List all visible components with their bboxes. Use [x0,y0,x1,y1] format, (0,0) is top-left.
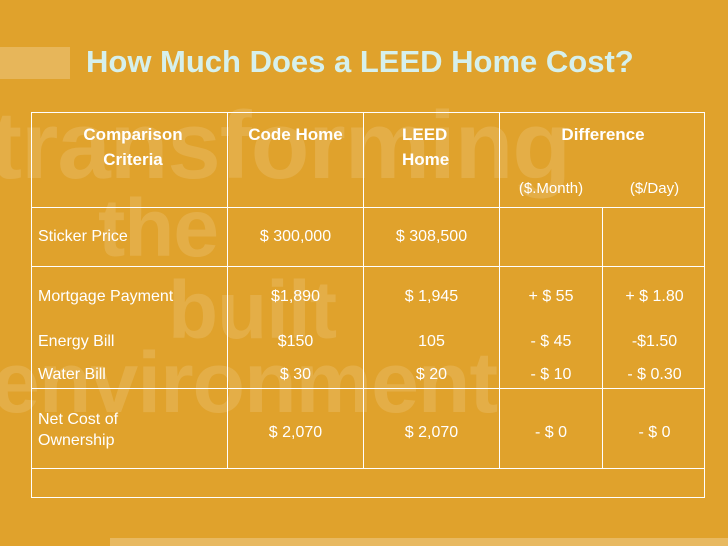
diff-month-value: - $ 10 [530,366,572,383]
code-home-value: $ 2,070 [268,424,323,441]
leed-home-value: 105 [418,333,445,350]
code-home-value: $ 30 [279,366,312,383]
leed-home-value: $ 1,945 [404,288,459,305]
table-divider [499,113,500,468]
header-criteria-line: Criteria [103,150,163,169]
diff-day-value: - $ 0.30 [627,366,682,383]
table-divider [32,388,704,389]
title-accent-bar [0,47,70,79]
bottom-accent-bar [110,538,728,546]
leed-home-value: $ 2,070 [404,424,459,441]
cost-comparison-table: Comparison Criteria Code Home LEED Home … [31,112,705,498]
table-divider [227,113,228,468]
diff-day-value: -$1.50 [631,333,678,350]
header-leed-line: LEED [402,125,448,144]
diff-day-value: - $ 0 [638,424,671,441]
row-label: Net Cost of Ownership [38,409,118,451]
row-label-line: Net Cost of [38,411,119,428]
code-home-value: $1,890 [271,288,320,305]
diff-month-value: - $ 45 [530,333,572,350]
slide-title: How Much Does a LEED Home Cost? [86,44,634,79]
row-label-line: Ownership [38,432,115,449]
table-divider [32,468,704,469]
code-home-value: $ 300,000 [259,228,332,245]
row-label: Water Bill [38,366,106,383]
table-divider [602,207,603,468]
table-divider [32,207,704,208]
header-per-month: ($.Month) [518,180,584,197]
row-label: Energy Bill [38,333,115,350]
diff-month-value: - $ 0 [534,424,567,441]
leed-home-value: $ 308,500 [395,228,468,245]
diff-month-value: + $ 55 [528,288,574,305]
row-label: Sticker Price [38,228,128,245]
header-per-day: ($/Day) [629,180,680,197]
leed-home-value: $ 20 [415,366,448,383]
code-home-value: $150 [277,333,314,350]
diff-day-value: + $ 1.80 [625,288,684,305]
header-code-home: Code Home [248,125,343,144]
header-leed-home: LEED Home [402,122,449,172]
table-divider [32,266,704,267]
header-leed-line: Home [402,150,450,169]
table-divider [363,113,364,468]
row-label: Mortgage Payment [38,288,174,305]
header-difference: Difference [561,125,645,144]
header-criteria-line: Comparison [83,125,183,144]
header-criteria: Comparison Criteria [38,122,228,172]
